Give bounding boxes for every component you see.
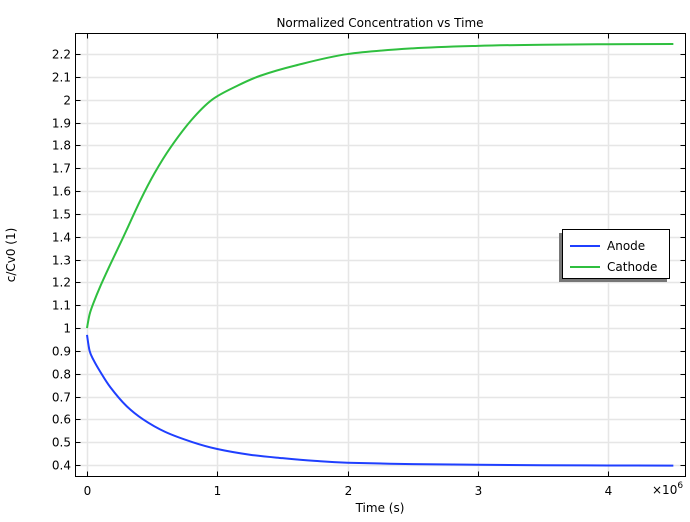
x-tick-label: 4 [605,484,613,498]
y-tick-label: 2 [63,94,71,108]
chart-title: Normalized Concentration vs Time [276,16,483,30]
y-tick-label: 0.5 [52,436,71,450]
y-tick-label: 0.8 [52,368,71,382]
y-tick-label: 1 [63,322,71,336]
series-line-anode [86,334,674,467]
x-multiplier: ×106 [652,481,683,497]
series-line-cathode [86,43,674,329]
y-tick-label: 1.6 [52,185,71,199]
y-tick-label: 2.1 [52,71,71,85]
y-tick-label: 0.9 [52,345,71,359]
y-tick-label: 1.7 [52,162,71,176]
x-tick-label: 0 [84,484,92,498]
y-tick-label: 2.2 [52,48,71,62]
y-axis-label: c/Cv0 (1) [4,228,18,283]
x-tick-label: 1 [214,484,222,498]
y-tick-label: 1.2 [52,276,71,290]
y-tick-label: 1.3 [52,254,71,268]
y-tick-label: 0.6 [52,413,71,427]
y-tick-label: 1.1 [52,299,71,313]
x-tick-label: 2 [345,484,353,498]
legend: Anode Cathode [559,229,670,282]
y-tick-label: 1.8 [52,139,71,153]
axis-ticks: 0.4 0.5 0.6 0.7 0.8 0.9 1 1.1 1.2 1.3 1.4 1.5 1.6 1.7… [52,33,686,498]
plot-frame [75,33,686,477]
y-tick-label: 1.9 [52,117,71,131]
grid [75,33,686,477]
series-group [86,43,674,467]
y-tick-label: 0.7 [52,391,71,405]
legend-anode-label: Anode [607,239,645,253]
x-tick-label: 3 [475,484,483,498]
y-tick-label: 1.5 [52,208,71,222]
x-axis-label: Time (s) [355,501,405,515]
legend-cathode-label: Cathode [607,260,657,274]
y-tick-label: 1.4 [52,231,71,245]
y-tick-label: 0.4 [52,459,71,473]
